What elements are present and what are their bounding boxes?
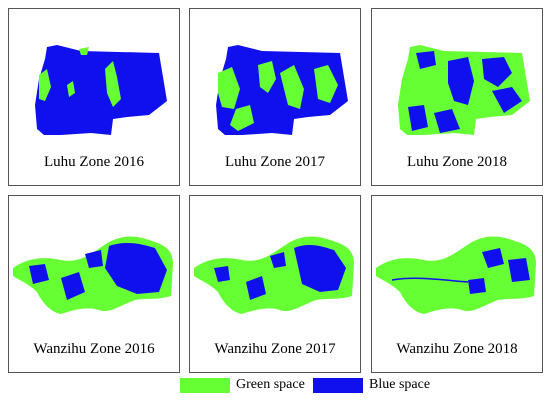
blue-patch: [29, 264, 49, 284]
blue-patch: [416, 51, 436, 69]
map-panel-wanzihu-2017: Wanzihu Zone 2017: [189, 195, 361, 373]
panel-caption: Wanzihu Zone 2017: [214, 341, 336, 357]
map-panel-luhu-2016: Luhu Zone 2016: [8, 8, 180, 186]
blue-patch: [434, 109, 460, 133]
blue-patch: [492, 87, 522, 113]
blue-patch: [508, 258, 530, 282]
blue-patch: [105, 242, 167, 294]
blue-patch: [246, 276, 266, 300]
green-patch: [230, 105, 254, 131]
panel-caption: Luhu Zone 2018: [407, 154, 507, 170]
map-panel-luhu-2018: Luhu Zone 2018: [371, 8, 543, 186]
blue-patch: [61, 272, 85, 300]
panel-caption: Wanzihu Zone 2016: [33, 341, 155, 357]
luhu-zone-shape: [35, 45, 167, 135]
map-wanzihu-2017: [194, 236, 354, 314]
green-patch: [314, 65, 338, 103]
map-wanzihu-2016: [13, 236, 173, 314]
legend-label-green: Green space: [236, 377, 305, 392]
legend-swatch-green: [180, 378, 230, 393]
map-panel-wanzihu-2018: Wanzihu Zone 2018: [371, 195, 543, 373]
panel-caption: Luhu Zone 2016: [44, 154, 144, 170]
green-patch: [67, 81, 75, 97]
green-patch: [280, 65, 304, 109]
green-patch: [79, 47, 89, 55]
legend: Green space Blue space: [0, 377, 550, 397]
map-panel-luhu-2017: Luhu Zone 2017: [189, 8, 361, 186]
green-patch: [39, 69, 51, 101]
blue-patch: [270, 252, 286, 268]
map-luhu-2016: [35, 45, 167, 135]
map-luhu-2018: [398, 45, 530, 135]
blue-patch: [85, 250, 103, 268]
blue-patch: [468, 278, 486, 294]
blue-patch: [482, 57, 512, 87]
blue-line: [391, 277, 469, 283]
green-patch: [218, 67, 240, 109]
map-panel-wanzihu-2016: Wanzihu Zone 2016: [8, 195, 180, 373]
blue-patch: [408, 105, 428, 131]
map-luhu-2017: [216, 45, 348, 135]
legend-label-blue: Blue space: [369, 377, 431, 392]
green-patch: [105, 61, 121, 107]
legend-swatch-blue: [313, 378, 363, 393]
panel-caption: Luhu Zone 2017: [225, 154, 325, 170]
blue-patch: [482, 248, 504, 268]
panel-caption: Wanzihu Zone 2018: [396, 341, 518, 357]
blue-patch: [294, 244, 346, 292]
blue-patch: [214, 266, 230, 282]
blue-patch: [448, 57, 474, 105]
green-patch: [258, 61, 276, 93]
map-wanzihu-2018: [376, 236, 536, 314]
